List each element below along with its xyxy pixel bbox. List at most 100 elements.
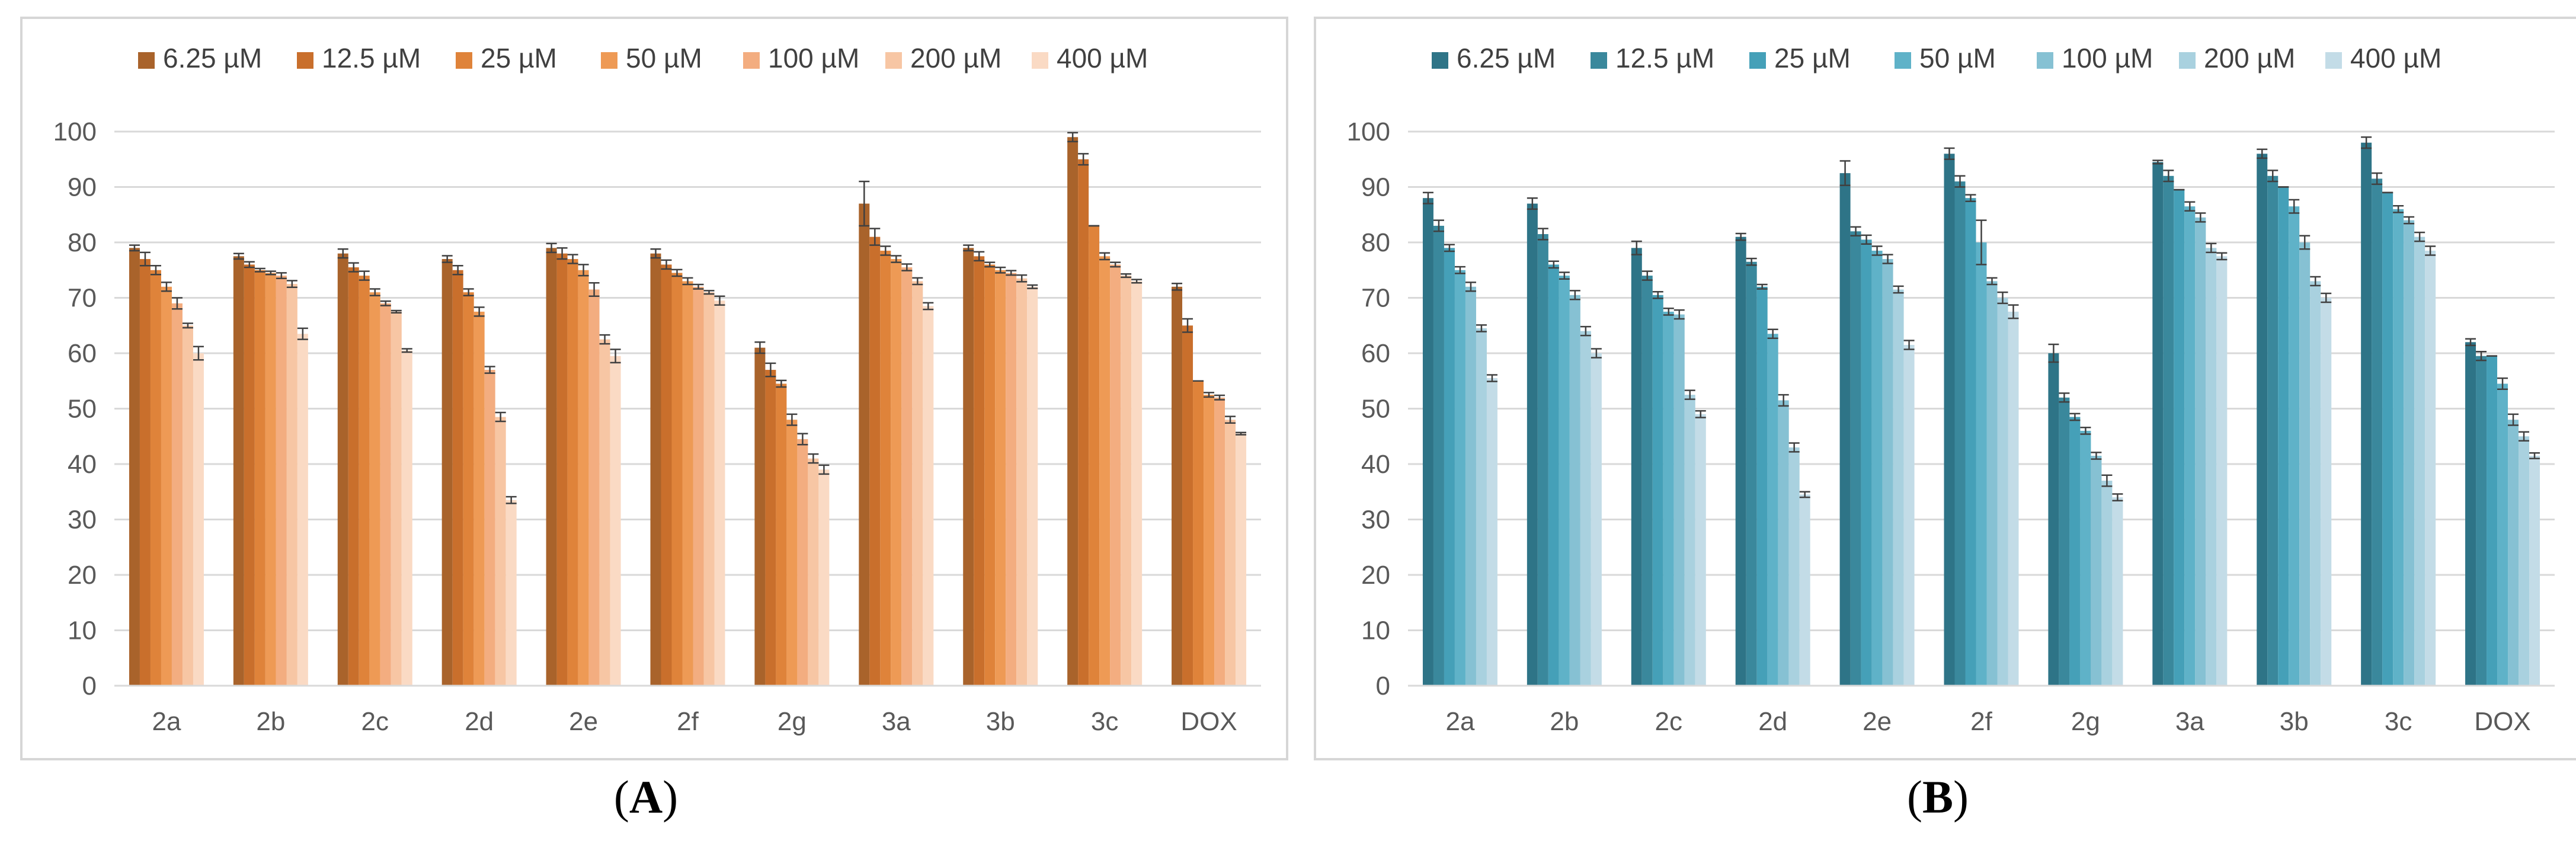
bar	[2465, 342, 2476, 686]
bar	[2206, 248, 2217, 686]
legend-label: 50 µM	[626, 43, 702, 73]
bar	[1131, 281, 1143, 686]
bar	[473, 311, 485, 686]
x-tick-label: 3c	[2385, 707, 2412, 736]
bar	[1486, 378, 1497, 686]
bar	[2101, 481, 2113, 686]
legend-swatch	[2179, 52, 2196, 69]
bar	[441, 259, 453, 686]
bar	[2080, 430, 2091, 686]
x-tick-label: 2b	[1550, 707, 1579, 736]
bar	[1548, 264, 1559, 686]
bar	[244, 264, 255, 686]
bar	[1746, 261, 1757, 686]
bar	[380, 303, 391, 686]
bar	[1903, 344, 1915, 686]
y-tick-label: 80	[1361, 228, 1390, 257]
bar	[2008, 311, 2019, 686]
legend-swatch	[456, 52, 472, 69]
bar	[193, 353, 204, 686]
bar	[1193, 380, 1204, 686]
bar	[505, 500, 517, 686]
y-tick-label: 20	[1361, 561, 1390, 590]
y-tick-label: 90	[68, 173, 97, 202]
bar	[963, 248, 974, 686]
bar	[1778, 400, 1789, 686]
bar	[265, 273, 276, 686]
legend-label: 200 µM	[2204, 43, 2295, 73]
legend-swatch	[2037, 52, 2053, 69]
panel-label-b-text: B	[1922, 771, 1954, 823]
bar	[401, 350, 412, 686]
x-tick-label: 3b	[986, 707, 1015, 736]
bar	[901, 267, 913, 686]
x-tick-label: 2f	[677, 707, 699, 736]
y-tick-label: 30	[1361, 506, 1390, 535]
x-tick-label: 2e	[1863, 707, 1892, 736]
bar	[1444, 248, 1455, 686]
bar	[682, 281, 693, 686]
bar	[1172, 286, 1183, 686]
bar	[1465, 286, 1476, 686]
bar	[859, 203, 870, 686]
bar	[588, 289, 600, 686]
y-tick-label: 50	[1361, 395, 1390, 424]
y-tick-label: 0	[82, 671, 97, 701]
bar	[567, 259, 578, 686]
legend-swatch	[1591, 52, 1607, 69]
bar	[1537, 234, 1548, 686]
bar	[1695, 414, 1706, 686]
bar	[1099, 256, 1111, 686]
bar	[1454, 270, 1465, 686]
bar	[495, 417, 506, 686]
bar	[1476, 328, 1487, 686]
bar	[2216, 256, 2228, 686]
bar	[1882, 259, 1893, 686]
y-tick-label: 60	[1361, 339, 1390, 368]
bar	[161, 286, 172, 686]
legend-swatch	[297, 52, 313, 69]
x-tick-label: 3b	[2280, 707, 2309, 736]
x-tick-label: 2c	[361, 707, 389, 736]
legend-label: 400 µM	[2350, 43, 2441, 73]
panel-label-a: (A)	[613, 771, 679, 823]
bar	[150, 270, 161, 686]
bar	[2048, 353, 2059, 686]
bar	[2174, 190, 2185, 686]
bar	[1986, 281, 1998, 686]
y-tick-label: 50	[68, 395, 97, 424]
legend-swatch	[1032, 52, 1048, 69]
x-tick-label: 2g	[2071, 707, 2100, 736]
bar	[297, 334, 308, 686]
bar	[1684, 395, 1695, 686]
legend-label: 100 µM	[2062, 43, 2153, 73]
bar	[2476, 356, 2487, 686]
bar	[2195, 217, 2206, 686]
bar	[1652, 295, 1663, 686]
bar	[1756, 286, 1768, 686]
bar	[869, 236, 881, 686]
x-tick-label: 2a	[1445, 707, 1474, 736]
bar	[1591, 353, 1602, 686]
bar	[2425, 251, 2436, 686]
x-tick-label: 2e	[569, 707, 598, 736]
y-tick-label: 10	[68, 616, 97, 645]
chart-panel-a: 0 10 20 30 40 50 60 70 80 90 100 6.25 µM 12.5 µM 25 µ…	[20, 17, 1288, 760]
x-tick-label: 2d	[465, 707, 494, 736]
bar	[1433, 225, 1444, 686]
bar	[1893, 289, 1904, 686]
legend-swatch	[1432, 52, 1448, 69]
y-tick-label: 10	[1361, 616, 1390, 645]
bar	[2487, 356, 2498, 686]
bar	[1236, 433, 1247, 686]
bar	[1225, 420, 1236, 686]
chart-panel-b: 0 10 20 30 40 50 60 70 80 90 100 6.25 µM 12.5 µM 25 µ…	[1314, 17, 2576, 760]
bar	[2393, 209, 2404, 686]
legend-swatch	[138, 52, 155, 69]
panel-label-a-text: A	[629, 771, 663, 823]
bar	[1527, 203, 1538, 686]
legend-label: 6.25 µM	[163, 43, 262, 73]
bar	[1559, 276, 1570, 686]
bar	[337, 253, 348, 686]
bar	[1121, 276, 1132, 686]
